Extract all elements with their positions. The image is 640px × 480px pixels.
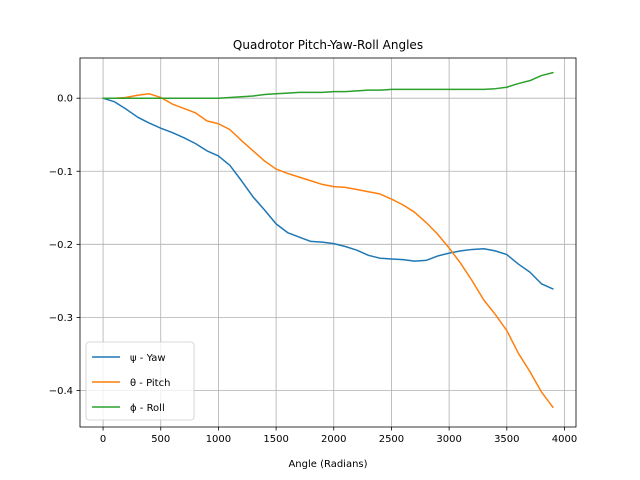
legend: ψ - Yaw θ - Pitch ϕ - Roll [85,341,195,421]
x-tick-label: 1500 [263,434,288,445]
series-line-0 [102,97,554,290]
legend-label: θ - Pitch [130,378,170,389]
x-tick-label: 2000 [321,434,346,445]
axes-frame [79,57,577,428]
plot-series [102,71,554,409]
x-tick-label: 2500 [379,434,404,445]
legend-label: ψ - Yaw [130,353,166,364]
legend-box [85,341,195,421]
series-line-1 [102,93,554,409]
x-tick-label: 500 [151,434,170,445]
x-tick-label: 4000 [552,434,577,445]
x-tick-label: 3000 [436,434,461,445]
y-tick-label: −0.1 [49,167,73,178]
series-line-2 [102,71,554,99]
x-tick-label: 0 [100,434,106,445]
y-tick-label: 0.0 [57,94,73,105]
y-tick-label: −0.2 [49,240,73,251]
x-tick-label: 1000 [206,434,231,445]
axis-ticks: 0 500 1000 1500 2000 2500 3000 3500 4000 0.0 −0.1 −… [49,94,577,445]
legend-label: ϕ - Roll [130,403,165,414]
x-tick-label: 3500 [494,434,519,445]
y-tick-label: −0.3 [49,313,73,324]
grid [80,58,576,427]
x-axis-label: Angle (Radians) [288,459,367,470]
y-tick-label: −0.4 [49,386,73,397]
chart-title: Quadrotor Pitch-Yaw-Roll Angles [233,38,423,52]
